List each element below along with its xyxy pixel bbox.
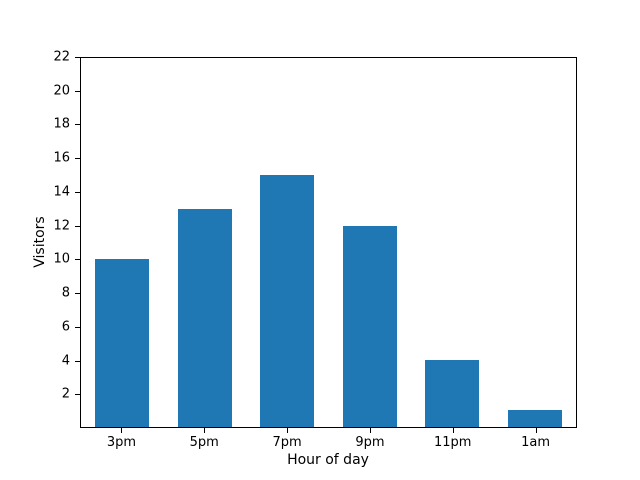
bar-5pm bbox=[177, 208, 232, 427]
xtick-label-5pm: 5pm bbox=[189, 435, 219, 450]
ytick-mark-4 bbox=[75, 360, 80, 362]
ytick-mark-6 bbox=[75, 326, 80, 328]
ytick-label-18: 18 bbox=[53, 116, 70, 132]
xtick-label-9pm: 9pm bbox=[355, 435, 385, 450]
bar-slot-9pm bbox=[329, 58, 412, 427]
ytick-mark-14 bbox=[75, 191, 80, 193]
x-axis-label: Hour of day bbox=[287, 452, 369, 468]
bar-series bbox=[81, 58, 576, 427]
bar-7pm bbox=[260, 175, 315, 427]
ytick-mark-2 bbox=[75, 394, 80, 396]
ytick-mark-20 bbox=[75, 90, 80, 92]
xtick-mark-5pm bbox=[204, 428, 206, 433]
plot-area bbox=[80, 57, 577, 428]
xtick-mark-1am bbox=[535, 428, 537, 433]
ytick-label-20: 20 bbox=[53, 83, 70, 99]
bar-9pm bbox=[342, 225, 397, 427]
xtick-label-3pm: 3pm bbox=[106, 435, 136, 450]
ytick-label-16: 16 bbox=[53, 150, 70, 166]
ytick-mark-8 bbox=[75, 293, 80, 295]
ytick-label-12: 12 bbox=[53, 218, 70, 234]
xtick-mark-9pm bbox=[369, 428, 371, 433]
xtick-label-1am: 1am bbox=[521, 435, 551, 450]
bar-slot-5pm bbox=[164, 58, 247, 427]
ytick-mark-22 bbox=[75, 57, 80, 58]
bar-slot-3pm bbox=[81, 58, 164, 427]
ytick-label-10: 10 bbox=[53, 251, 70, 267]
xtick-mark-3pm bbox=[121, 428, 123, 433]
ytick-label-14: 14 bbox=[53, 184, 70, 200]
ytick-label-2: 2 bbox=[61, 386, 70, 402]
bar-slot-11pm bbox=[411, 58, 494, 427]
bar-3pm bbox=[95, 259, 150, 427]
bar-1am bbox=[507, 410, 562, 427]
ytick-mark-18 bbox=[75, 124, 80, 126]
ytick-mark-16 bbox=[75, 158, 80, 160]
xtick-label-7pm: 7pm bbox=[272, 435, 302, 450]
ytick-label-8: 8 bbox=[61, 285, 70, 301]
y-axis-label: Visitors bbox=[32, 216, 48, 268]
xtick-mark-7pm bbox=[287, 428, 289, 433]
bar-slot-7pm bbox=[246, 58, 329, 427]
ytick-label-6: 6 bbox=[61, 319, 70, 335]
ytick-label-4: 4 bbox=[61, 353, 70, 369]
bar-11pm bbox=[425, 359, 480, 427]
xtick-mark-11pm bbox=[452, 428, 454, 433]
ytick-label-22: 22 bbox=[53, 49, 70, 65]
ytick-mark-10 bbox=[75, 259, 80, 261]
bar-slot-1am bbox=[494, 58, 577, 427]
ytick-mark-12 bbox=[75, 225, 80, 227]
xtick-label-11pm: 11pm bbox=[434, 435, 472, 450]
